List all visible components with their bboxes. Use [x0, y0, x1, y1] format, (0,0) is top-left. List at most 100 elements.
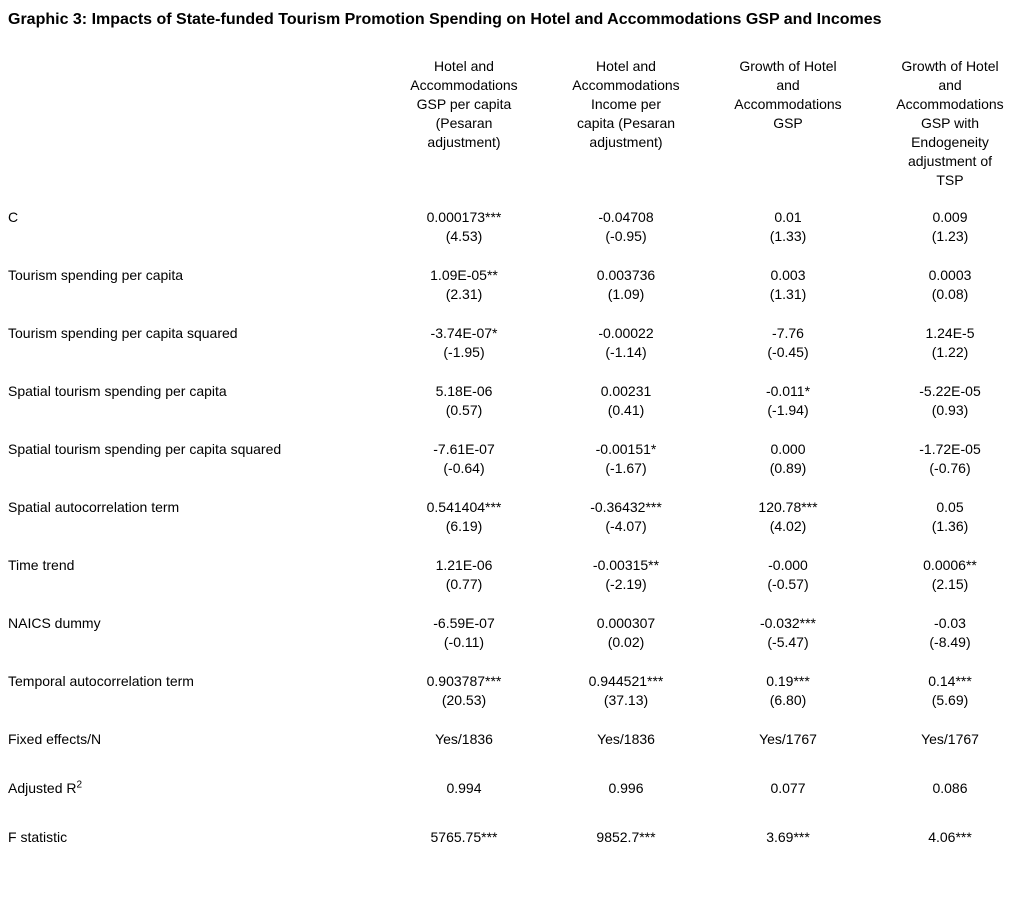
coefficient-value: -0.04708	[598, 209, 654, 225]
coefficient-value: Yes/1836	[435, 731, 493, 747]
t-statistic: (-1.14)	[605, 344, 647, 360]
table-cell: Yes/1767	[869, 730, 1031, 749]
t-statistic: (1.23)	[931, 228, 969, 244]
table-row: Temporal autocorrelation term 0.903787***…	[0, 672, 1033, 710]
table-row: Spatial tourism spending per capita squa…	[0, 440, 1033, 478]
table-cell: 1.09E-05** (2.31)	[383, 266, 545, 304]
row-label-superscript: 2	[76, 779, 83, 791]
coefficient-value: 0.541404***	[426, 499, 502, 515]
row-label: Spatial tourism spending per capita	[8, 383, 227, 399]
t-statistic: (0.77)	[445, 576, 483, 592]
t-statistic: (-0.64)	[443, 460, 485, 476]
table-cell: 0.05 (1.36)	[869, 498, 1031, 536]
coefficient-value: 4.06***	[928, 829, 972, 845]
coefficient-value: -0.00151*	[595, 441, 657, 457]
column-header-growth-gsp-endogeneity: Growth of Hotel and Accommodations GSP w…	[896, 58, 1004, 188]
table-cell: 9852.7***	[545, 828, 707, 847]
results-table-body: C 0.000173*** (4.53) -0.04708 (-0.95) 0.01 (1.…	[0, 208, 1033, 847]
table-cell: -5.22E-05 (0.93)	[869, 382, 1031, 420]
t-statistic: (1.36)	[931, 518, 969, 534]
table-cell: Yes/1767	[707, 730, 869, 749]
table-cell: -0.00151* (-1.67)	[545, 440, 707, 478]
row-label: NAICS dummy	[8, 615, 101, 631]
t-statistic: (0.93)	[931, 402, 969, 418]
column-header-gsp-per-capita: Hotel and Accommodations GSP per capita …	[410, 58, 518, 150]
t-statistic: (0.08)	[931, 286, 969, 302]
coefficient-value: -0.011*	[765, 383, 811, 399]
coefficient-value: 0.009	[932, 209, 968, 225]
t-statistic: (-0.76)	[929, 460, 971, 476]
table-cell: 0.000173*** (4.53)	[383, 208, 545, 246]
table-cell: 0.077	[707, 779, 869, 798]
table-cell: 5.18E-06 (0.57)	[383, 382, 545, 420]
coefficient-value: 0.01	[774, 209, 802, 225]
column-header-income-per-capita: Hotel and Accommodations Income per capi…	[572, 58, 680, 150]
coefficient-value: -0.032***	[759, 615, 817, 631]
coefficient-value: 0.0006**	[923, 557, 977, 573]
table-cell: 0.000 (0.89)	[707, 440, 869, 478]
t-statistic: (-1.94)	[767, 402, 809, 418]
coefficient-value: 0.000	[770, 441, 806, 457]
table-cell: 0.994	[383, 779, 545, 798]
t-statistic: (1.09)	[607, 286, 645, 302]
t-statistic: (-1.67)	[605, 460, 647, 476]
table-cell: -6.59E-07 (-0.11)	[383, 614, 545, 652]
coefficient-value: 0.003	[770, 267, 806, 283]
table-cell: -0.00315** (-2.19)	[545, 556, 707, 594]
coefficient-value: Yes/1767	[921, 731, 979, 747]
coefficient-value: 5.18E-06	[435, 383, 493, 399]
t-statistic: (-5.47)	[767, 634, 809, 650]
regression-results-table: Hotel and Accommodations GSP per capita …	[0, 57, 1033, 847]
table-cell: 4.06***	[869, 828, 1031, 847]
table-cell: 0.086	[869, 779, 1031, 798]
coefficient-value: 1.09E-05**	[430, 267, 498, 283]
column-header-growth-gsp: Growth of Hotel and Accommodations GSP	[734, 58, 842, 131]
table-row: Adjusted R2 0.994 0.996 0.077 0.086	[0, 779, 1033, 798]
coefficient-value: 0.0003	[928, 267, 972, 283]
coefficient-value: -7.61E-07	[433, 441, 495, 457]
t-statistic: (2.31)	[445, 286, 483, 302]
table-cell: 0.000307 (0.02)	[545, 614, 707, 652]
row-label: F statistic	[8, 829, 68, 845]
row-label: Fixed effects/N	[8, 731, 102, 747]
coefficient-value: -6.59E-07	[433, 615, 495, 631]
table-cell: -0.00022 (-1.14)	[545, 324, 707, 362]
t-statistic: (0.57)	[445, 402, 483, 418]
table-cell: 0.003736 (1.09)	[545, 266, 707, 304]
coefficient-value: -7.76	[772, 325, 804, 341]
table-row: Fixed effects/N Yes/1836 Yes/1836 Yes/1767 Y…	[0, 730, 1033, 749]
table-cell: -0.03 (-8.49)	[869, 614, 1031, 652]
coefficient-value: -0.36432***	[590, 499, 662, 515]
coefficient-value: 5765.75***	[430, 829, 498, 845]
row-label: Temporal autocorrelation term	[8, 673, 194, 689]
table-row: Tourism spending per capita 1.09E-05** (2.…	[0, 266, 1033, 304]
table-cell: -0.000 (-0.57)	[707, 556, 869, 594]
coefficient-value: 1.24E-5	[925, 325, 975, 341]
table-cell: 0.009 (1.23)	[869, 208, 1031, 246]
table-cell: Yes/1836	[545, 730, 707, 749]
coefficient-value: Yes/1767	[759, 731, 817, 747]
table-cell: -0.011* (-1.94)	[707, 382, 869, 420]
coefficient-value: 9852.7***	[596, 829, 656, 845]
table-cell: 3.69***	[707, 828, 869, 847]
coefficient-value: 0.14***	[928, 673, 972, 689]
row-label: Spatial tourism spending per capita squa…	[8, 441, 282, 457]
table-row: Spatial tourism spending per capita 5.18E…	[0, 382, 1033, 420]
coefficient-value: 3.69***	[766, 829, 810, 845]
table-cell: 0.003 (1.31)	[707, 266, 869, 304]
t-statistic: (-1.95)	[443, 344, 485, 360]
table-cell: -0.36432*** (-4.07)	[545, 498, 707, 536]
table-cell: 0.996	[545, 779, 707, 798]
coefficient-value: 120.78***	[758, 499, 818, 515]
coefficient-value: 0.996	[608, 780, 644, 796]
table-cell: 0.19*** (6.80)	[707, 672, 869, 710]
coefficient-value: 0.000173***	[426, 209, 502, 225]
t-statistic: (0.41)	[607, 402, 645, 418]
table-cell: 0.0006** (2.15)	[869, 556, 1031, 594]
coefficient-value: 0.086	[932, 780, 968, 796]
row-label: C	[8, 209, 19, 225]
t-statistic: (0.89)	[769, 460, 807, 476]
t-statistic: (4.02)	[769, 518, 807, 534]
t-statistic: (-0.57)	[767, 576, 809, 592]
table-header-row: Hotel and Accommodations GSP per capita …	[0, 57, 1033, 190]
